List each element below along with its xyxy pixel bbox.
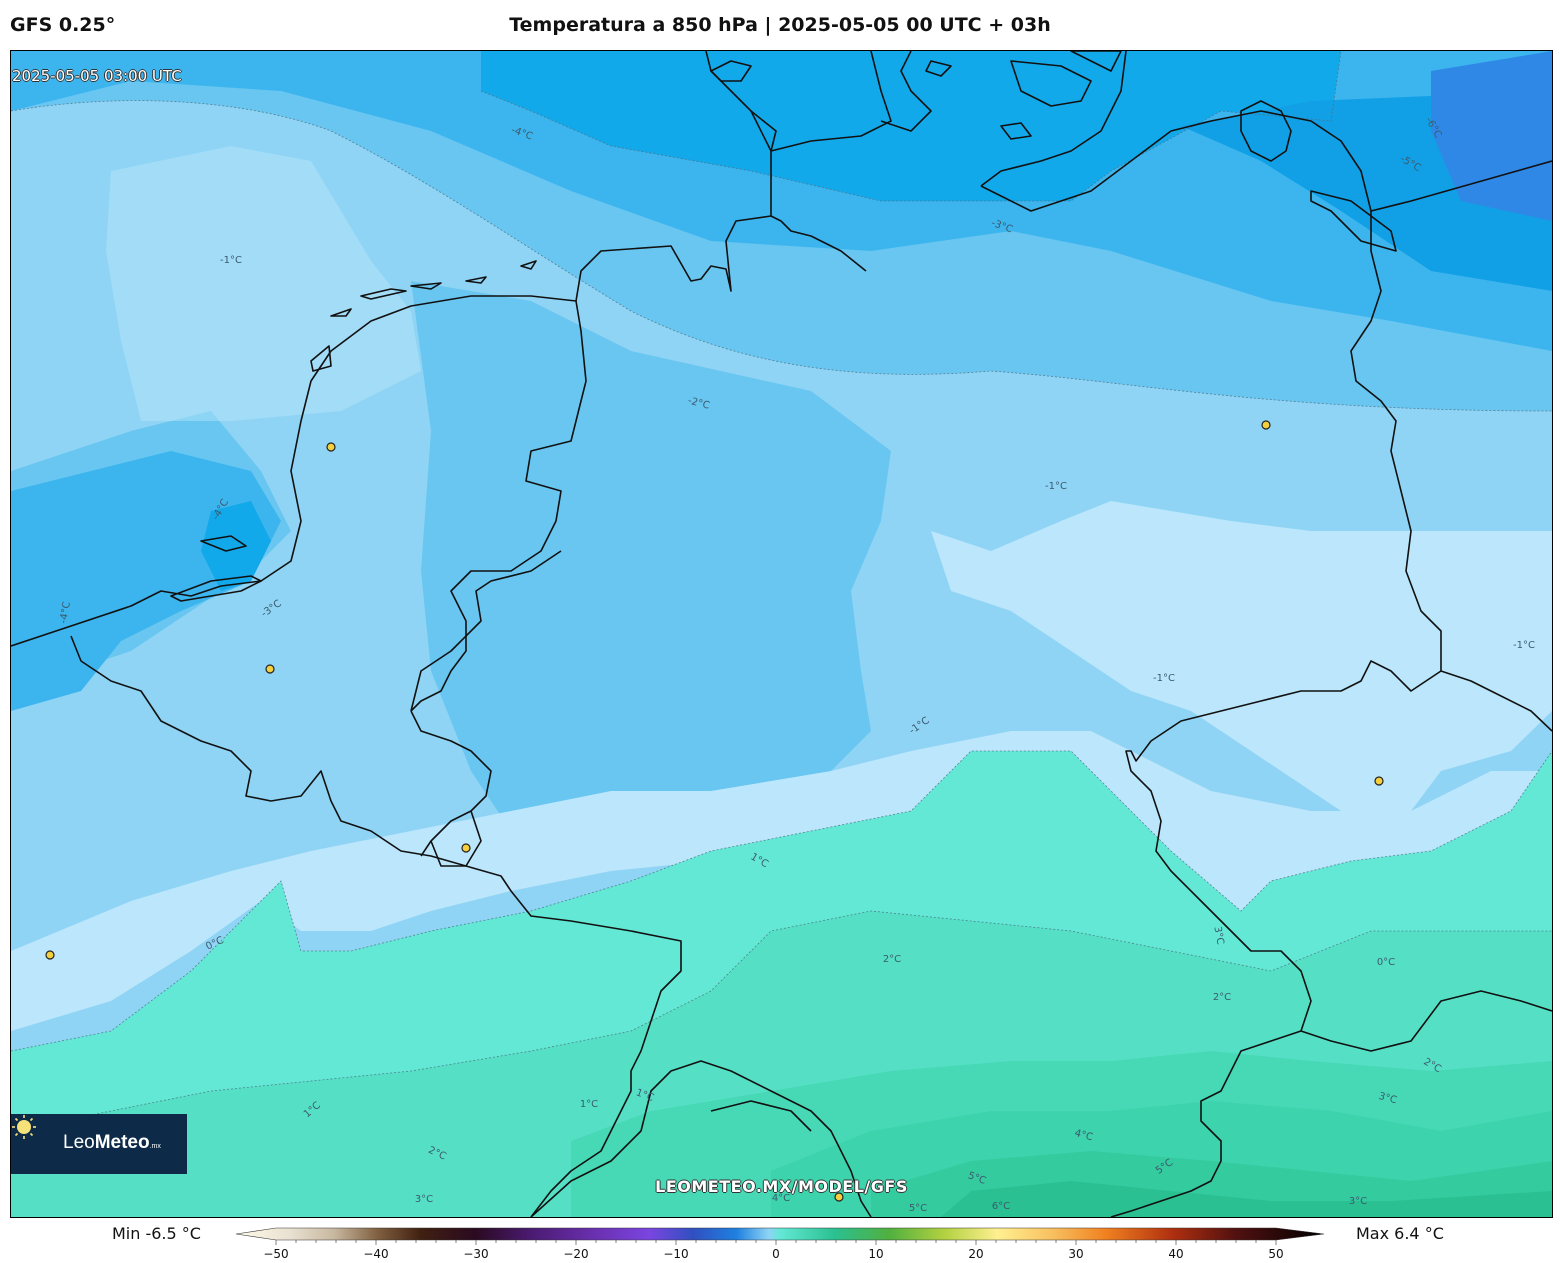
colorbar-tick-label: 0 — [772, 1247, 780, 1261]
coastline — [1310, 190, 1397, 252]
map-title: Temperatura a 850 hPa | 2025-05-05 00 UT… — [509, 14, 1051, 36]
contour-label: -1°C — [1153, 673, 1175, 684]
band-minus1-nw — [106, 146, 421, 421]
contour-label: -1°C — [1045, 481, 1067, 492]
estuary — [200, 535, 247, 552]
contour-label: -2°C — [687, 395, 711, 411]
logo-text: LeoMeteo.mx — [63, 1132, 161, 1154]
sun-icon — [12, 1115, 36, 1139]
model-name: GFS 0.25° — [10, 14, 116, 36]
border — [70, 635, 682, 1217]
city-marker[interactable] — [461, 843, 471, 853]
coastline — [980, 51, 1127, 187]
contour-label: 4°C — [772, 1193, 790, 1204]
coastline — [1000, 122, 1032, 140]
coastline — [11, 295, 587, 712]
coastline — [1070, 51, 1122, 72]
contour-line — [11, 910, 1552, 1132]
colorbar-tick-label: −20 — [563, 1247, 588, 1261]
max-temperature: Max 6.4 °C — [1356, 1224, 1444, 1243]
city-marker[interactable] — [1261, 420, 1271, 430]
city-marker[interactable] — [265, 664, 275, 674]
island — [330, 308, 352, 317]
coastline — [310, 345, 332, 372]
border — [410, 550, 562, 712]
contour-label: 2°C — [1213, 992, 1231, 1003]
contour-label: -1°C — [1513, 640, 1535, 651]
border — [1300, 990, 1552, 1052]
colorbar-body — [236, 1227, 1325, 1241]
coastline — [1010, 60, 1092, 107]
contour-line — [11, 750, 1552, 1052]
coastline — [925, 60, 952, 77]
min-temperature: Min -6.5 °C — [112, 1224, 201, 1243]
contour-label: 3°C — [1349, 1196, 1367, 1207]
contour-label: -1°C — [220, 255, 242, 266]
colorbar-tick-label: 10 — [868, 1247, 883, 1261]
colorbar-tick-label: 40 — [1168, 1247, 1183, 1261]
colorbar-tick-label: −10 — [663, 1247, 688, 1261]
island — [520, 260, 537, 270]
logo-text-suffix: .mx — [149, 1143, 161, 1150]
border — [1440, 670, 1552, 732]
band-5 — [941, 1181, 1552, 1217]
contour-label: 4°C — [1073, 1128, 1094, 1143]
contour-label: 6°C — [992, 1201, 1010, 1212]
colorbar-tick-label: −30 — [463, 1247, 488, 1261]
contour-label: 5°C — [909, 1203, 927, 1214]
band-minus5 — [481, 51, 1341, 201]
coastline — [750, 51, 892, 152]
contour-label: 1°C — [580, 1099, 598, 1110]
temperature-map[interactable]: -4°C -1°C -2°C -4°C -3°C -4°C -3°C -5°C -6°C -1°C… — [10, 50, 1553, 1218]
island — [410, 282, 442, 290]
border — [710, 1100, 812, 1132]
band-minus1-south — [11, 731, 1552, 1031]
city-marker[interactable] — [326, 442, 336, 452]
leometeo-logo[interactable]: LeoMeteo.mx — [11, 1114, 187, 1174]
colorbar: −50 −40 −30 −20 −10 0 10 20 30 40 50 — [236, 1227, 1325, 1261]
contour-label: 3°C — [1211, 926, 1225, 946]
colorbar-ticks: −50 −40 −30 −20 −10 0 10 20 30 40 50 — [263, 1240, 1284, 1261]
colorbar-tick-label: 20 — [968, 1247, 983, 1261]
logo-text-light: Leo — [63, 1132, 95, 1153]
band-minus1-east — [931, 501, 1552, 811]
contour-label: 0°C — [1377, 957, 1395, 968]
colorbar-tick-label: −50 — [263, 1247, 288, 1261]
contour-label: 3°C — [415, 1194, 433, 1205]
coastline — [1240, 100, 1292, 162]
border — [430, 810, 482, 867]
island — [360, 288, 407, 300]
border — [530, 1060, 872, 1217]
map-canvas: -4°C-1°C-2°C-4°C-3°C-4°C-3°C-5°C-6°C-1°C… — [11, 51, 1552, 1217]
coastline — [980, 110, 1552, 212]
colorbar-tick-label: −40 — [363, 1247, 388, 1261]
coastline — [575, 215, 867, 302]
contour-line — [480, 51, 1342, 202]
colorbar-tick-label: 50 — [1268, 1247, 1283, 1261]
city-markers — [45, 420, 1384, 1202]
city-marker[interactable] — [45, 950, 55, 960]
island — [465, 276, 487, 284]
contour-line — [11, 100, 1552, 412]
coastline — [710, 60, 752, 82]
estuary — [170, 575, 262, 602]
logo-text-bold: Meteo — [94, 1132, 150, 1153]
band-minus5-west — [201, 501, 271, 591]
band-minus3-center — [411, 281, 891, 851]
border — [410, 710, 492, 857]
contour-label: 3°C — [1377, 1091, 1398, 1106]
contour-label: 2°C — [883, 954, 901, 965]
watermark: LEOMETEO.MX/MODEL/GFS — [655, 1177, 908, 1196]
colorbar-tick-label: 30 — [1068, 1247, 1083, 1261]
valid-time: 2025-05-05 03:00 UTC — [12, 67, 182, 85]
contour-label: -4°C — [58, 601, 73, 625]
city-marker[interactable] — [1374, 776, 1384, 786]
border — [1110, 211, 1442, 1217]
band-minus6 — [1431, 51, 1552, 221]
coastline — [880, 51, 932, 132]
city-marker[interactable] — [834, 1192, 844, 1202]
